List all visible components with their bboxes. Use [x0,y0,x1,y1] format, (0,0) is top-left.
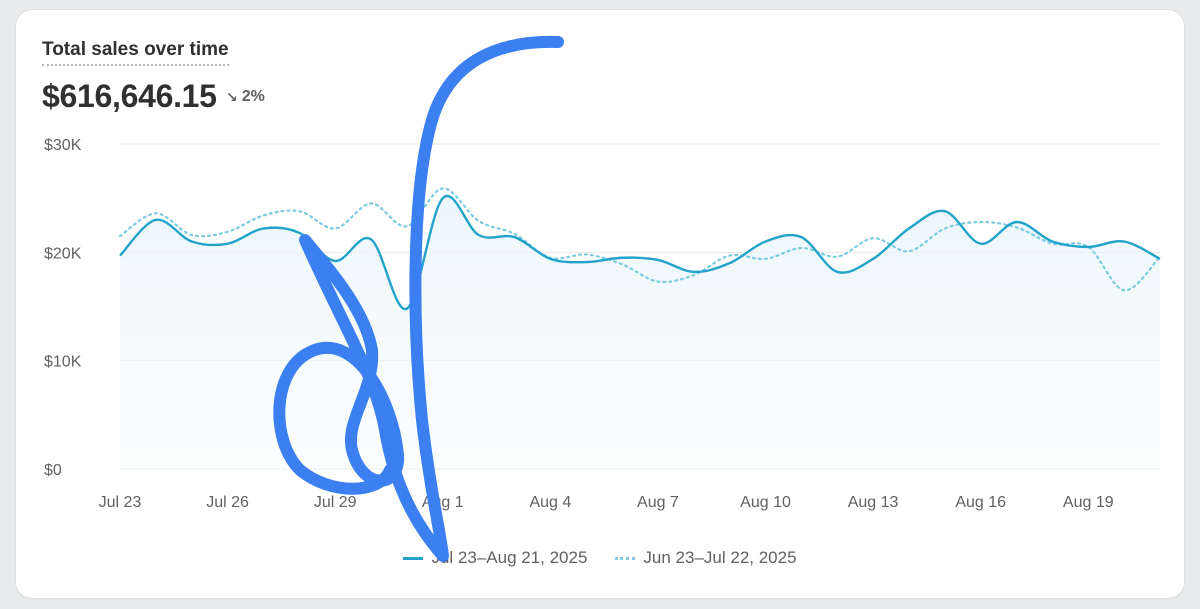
previous-data-point[interactable] [299,211,300,212]
previous-data-point[interactable] [550,257,551,258]
previous-data-point[interactable] [120,236,121,237]
current-data-point[interactable] [944,211,945,212]
previous-data-point[interactable] [622,264,623,265]
previous-data-point[interactable] [514,233,515,234]
previous-data-point[interactable] [335,228,336,229]
current-data-point[interactable] [227,243,228,244]
x-tick-label: Aug 16 [955,494,1006,511]
current-data-point[interactable] [442,198,443,199]
previous-data-point[interactable] [657,281,658,282]
previous-data-point[interactable] [908,251,909,252]
previous-data-point[interactable] [837,256,838,257]
current-data-point[interactable] [371,239,372,240]
legend-item-current[interactable]: Jul 23–Aug 21, 2025 [403,548,587,568]
card-title[interactable]: Total sales over time [42,39,229,66]
current-data-point[interactable] [801,237,802,238]
previous-period-line[interactable] [118,187,1162,292]
current-data-point[interactable] [1160,258,1161,259]
current-data-point[interactable] [478,235,479,236]
x-tick-label: Aug 10 [740,494,791,511]
current-data-point[interactable] [155,219,156,220]
y-tick-label: $20K [44,245,82,262]
change-percent: 2% [241,88,265,105]
current-data-point[interactable] [514,237,515,238]
previous-data-point[interactable] [442,188,443,189]
current-data-point[interactable] [120,255,121,256]
previous-data-point[interactable] [1052,243,1053,244]
x-tick-label: Aug 13 [848,494,899,511]
previous-data-point[interactable] [801,248,802,249]
scribble-stroke [273,35,564,562]
previous-data-point[interactable] [478,220,479,221]
x-tick-label: Aug 4 [529,494,571,511]
current-data-point[interactable] [299,232,300,233]
previous-data-point[interactable] [765,258,766,259]
previous-data-point[interactable] [371,203,372,204]
change-indicator: ↘ 2% [226,88,265,106]
previous-data-point[interactable] [263,215,264,216]
previous-data-point[interactable] [1088,246,1089,247]
x-tick-label: Jul 26 [206,494,249,511]
x-tick-label: Aug 19 [1063,494,1114,511]
y-tick-label: $10K [44,354,82,371]
x-tick-label: Aug 7 [637,494,679,511]
current-data-point[interactable] [908,228,909,229]
current-data-point[interactable] [622,257,623,258]
legend-label-current: Jul 23–Aug 21, 2025 [431,548,588,567]
current-data-point[interactable] [693,271,694,272]
previous-data-point[interactable] [406,226,407,227]
current-data-point[interactable] [1124,241,1125,242]
chart-legend: Jul 23–Aug 21, 2025 Jun 23–Jul 22, 2025 [16,548,1184,568]
previous-data-point[interactable] [693,275,694,276]
legend-swatch-dotted [615,556,636,560]
current-data-point[interactable] [837,271,838,272]
current-data-point[interactable] [263,228,264,229]
current-data-point[interactable] [335,261,336,262]
previous-data-point[interactable] [729,255,730,256]
legend-item-previous[interactable]: Jun 23–Jul 22, 2025 [615,548,797,568]
y-tick-label: $30K [44,137,82,154]
previous-data-point[interactable] [227,231,228,232]
previous-data-point[interactable] [586,254,587,255]
current-data-point[interactable] [406,308,407,309]
previous-data-point[interactable] [944,228,945,229]
current-data-point[interactable] [1016,222,1017,223]
current-data-point[interactable] [765,241,766,242]
arrow-down-right-icon: ↘ [226,88,238,105]
current-data-point[interactable] [1052,241,1053,242]
previous-data-point[interactable] [980,222,981,223]
current-data-point[interactable] [657,259,658,260]
previous-data-point[interactable] [155,213,156,214]
x-tick-label: Jul 29 [314,494,357,511]
legend-label-previous: Jun 23–Jul 22, 2025 [643,548,797,567]
previous-data-point[interactable] [1124,290,1125,291]
previous-data-point[interactable] [191,235,192,236]
previous-data-point[interactable] [1160,256,1161,257]
handwritten-scribble-annotation [273,35,564,562]
current-data-point[interactable] [873,258,874,259]
current-data-point[interactable] [729,263,730,264]
previous-data-point[interactable] [873,238,874,239]
previous-data-point[interactable] [1016,227,1017,228]
y-tick-label: $0 [44,462,62,479]
current-data-point[interactable] [550,258,551,259]
current-period-line[interactable] [119,194,1161,310]
current-data-point[interactable] [586,262,587,263]
current-data-point[interactable] [980,243,981,244]
current-data-point[interactable] [191,241,192,242]
total-sales-value: $616,646.15 [42,78,217,114]
legend-swatch-solid [403,556,424,560]
x-tick-label: Jul 23 [99,494,142,511]
